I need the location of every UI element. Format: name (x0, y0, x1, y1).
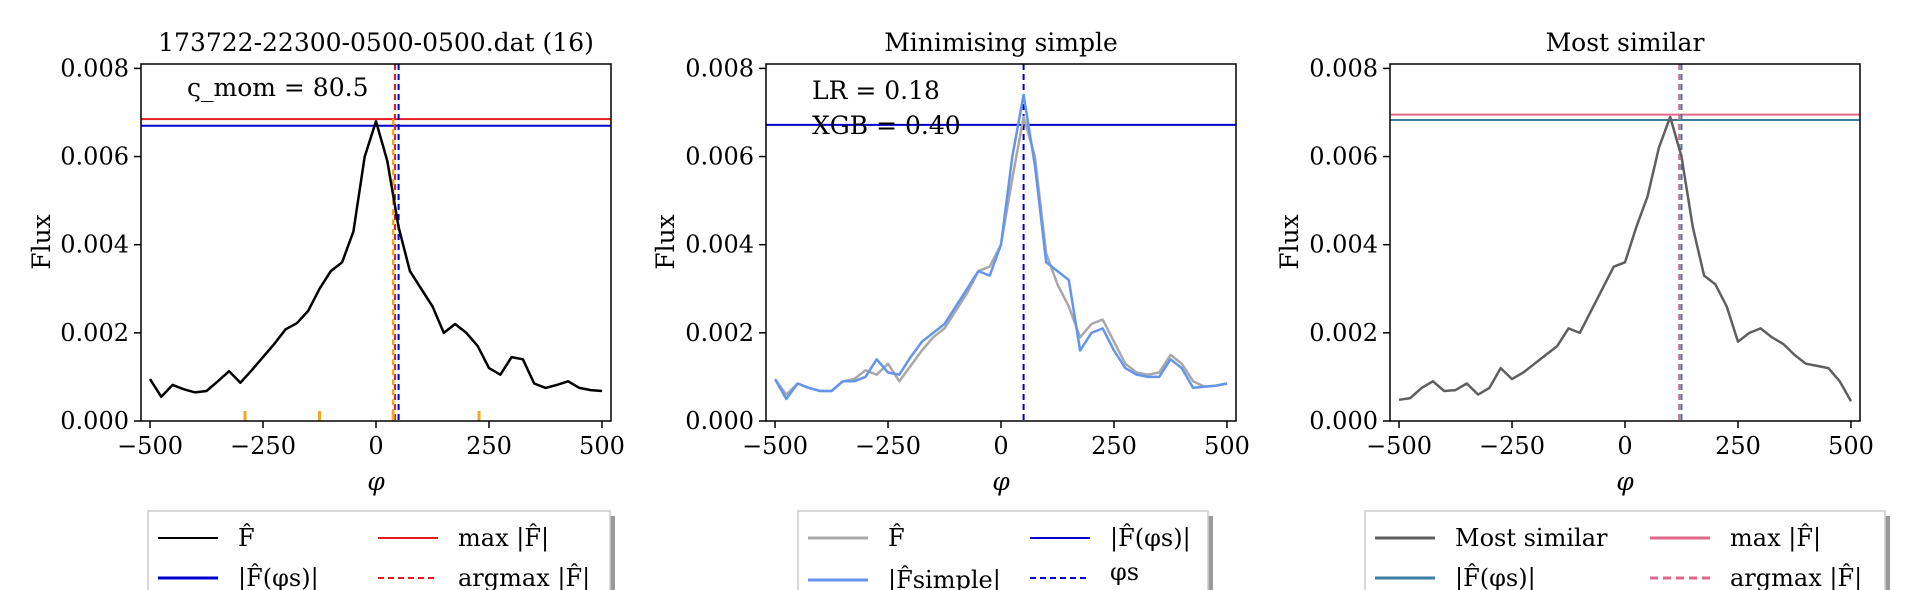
panel-3-legend-box (1364, 510, 1886, 590)
panel-2-xtick-label: 0 (993, 432, 1008, 460)
panel-3-series-line-0 (1398, 115, 1853, 402)
panel-3-ytick-label: 0.006 (1309, 143, 1378, 171)
panel-3-legend-label-most-similar: Most similar (1455, 524, 1608, 552)
panel-2: Minimising simple Flux φ −500 −250 0 250 500… (651, 28, 1250, 590)
panel-1-xlabel: φ (367, 467, 385, 496)
panel-2-legend-label-phis: φs (1110, 558, 1139, 586)
panel-3-legend: Most similar max |F̂| |F̂(φs)| argmax |F… (1364, 510, 1890, 590)
panel-2-legend-label-fhat: F̂ (888, 524, 905, 552)
panel-1-xtick-label: −500 (117, 432, 183, 460)
panel-2-xtick-label: 500 (1204, 432, 1250, 460)
panel-2-ytick-label: 0.006 (685, 143, 754, 171)
panel-3-axes-frame (1389, 63, 1861, 422)
panel-3-xtick-label: 250 (1715, 432, 1761, 460)
panel-2-title: Minimising simple (884, 28, 1118, 57)
panel-3-xtick-label: −500 (1366, 432, 1432, 460)
panel-1-axes-frame (140, 63, 612, 422)
panel-3: Most similar Flux φ −500 −250 0 250 500 0.00… (1275, 28, 1890, 590)
panel-3-xtick-label: 0 (1617, 432, 1632, 460)
panel-2-legend: F̂ |F̂(φs)| |F̂simple| φs (797, 510, 1213, 590)
panel-2-annotation-xgb: XGB = 0.40 (812, 111, 961, 140)
panel-1-legend-box (147, 510, 611, 590)
panel-1-xtick-label: 500 (579, 432, 625, 460)
panel-2-ylabel: Flux (651, 214, 680, 270)
panel-1-ytick-label: 0.006 (60, 143, 129, 171)
panel-1-legend-label-argmax: argmax |F̂| (458, 564, 590, 590)
panel-1-title: 173722-22300-0500-0500.dat (16) (158, 28, 594, 57)
panel-1-series-line-0 (148, 120, 603, 399)
panel-3-plot-area (1398, 115, 1853, 402)
panel-1-legend: F̂ max |F̂| |F̂(φs)| argmax |F̂| (147, 510, 615, 590)
panel-2-legend-label-fphis: |F̂(φs)| (1110, 524, 1191, 553)
panel-2-xtick-label: 250 (1091, 432, 1137, 460)
panel-1-legend-label-fhat: F̂ (238, 524, 255, 552)
panel-2-series-line-1 (773, 93, 1228, 401)
panel-1-ytick-label: 0.004 (60, 231, 129, 259)
panel-2-xtick-label: −250 (855, 432, 921, 460)
panel-1-xtick-label: 0 (368, 432, 383, 460)
panel-3-ytick-label: 0.002 (1309, 319, 1378, 347)
panel-3-xlabel: φ (1616, 467, 1634, 496)
panel-2-ytick-label: 0.000 (685, 407, 754, 435)
panel-3-ytick-label: 0.000 (1309, 407, 1378, 435)
panel-1-ytick-label: 0.000 (60, 407, 129, 435)
panel-3-ylabel: Flux (1275, 214, 1304, 270)
panel-3-xtick-label: −250 (1479, 432, 1545, 460)
panel-1-xtick-label: 250 (466, 432, 512, 460)
panel-3-xticks: −500 −250 0 250 500 (1366, 421, 1874, 460)
panel-1-annotation-sigma: ς_mom = 80.5 (187, 73, 368, 102)
panel-3-grid-lines (1390, 64, 1860, 421)
panel-3-legend-label-fphis: |F̂(φs)| (1455, 564, 1536, 590)
panel-2-xlabel: φ (992, 467, 1010, 496)
panel-1-xticks: −500 −250 0 250 500 (117, 421, 625, 460)
panel-2-series-line-0 (773, 115, 1228, 396)
panel-1-ytick-label: 0.002 (60, 319, 129, 347)
panel-2-grid-lines (766, 64, 1236, 421)
panel-2-xticks: −500 −250 0 250 500 (742, 421, 1250, 460)
panel-1-legend-label-fphis: |F̂(φs)| (238, 564, 319, 590)
panel-2-legend-label-fsimple: |F̂simple| (888, 566, 1001, 590)
panel-2-xtick-label: −500 (742, 432, 808, 460)
panel-2-ytick-label: 0.004 (685, 231, 754, 259)
panel-1-plot-area (148, 120, 603, 399)
panel-1-ytick-label: 0.008 (60, 54, 129, 82)
panel-2-yticks: 0.000 0.002 0.004 0.006 0.008 (685, 54, 766, 435)
panel-3-legend-label-max: max |F̂| (1730, 524, 1821, 553)
panel-2-legend-box (797, 510, 1209, 590)
panel-2-plot-area (773, 93, 1228, 401)
panel-3-title: Most similar (1546, 28, 1705, 57)
panel-2-ytick-label: 0.002 (685, 319, 754, 347)
panel-1-xtick-label: −250 (230, 432, 296, 460)
panel-2-annotation-lr: LR = 0.18 (812, 76, 940, 105)
panel-3-xtick-label: 500 (1828, 432, 1874, 460)
panel-1-legend-label-max: max |F̂| (458, 524, 549, 553)
panel-1-ylabel: Flux (27, 214, 56, 270)
panel-3-ytick-label: 0.008 (1309, 54, 1378, 82)
panel-3-legend-label-argmax: argmax |F̂| (1730, 564, 1862, 590)
panel-3-ytick-label: 0.004 (1309, 231, 1378, 259)
panel-1-yticks: 0.000 0.002 0.004 0.006 0.008 (60, 54, 141, 435)
panel-1: 173722-22300-0500-0500.dat (16) Flux φ −… (27, 28, 625, 590)
panel-2-ytick-label: 0.008 (685, 54, 754, 82)
panel-3-yticks: 0.000 0.002 0.004 0.006 0.008 (1309, 54, 1390, 435)
panel-1-grid-lines (141, 64, 611, 421)
